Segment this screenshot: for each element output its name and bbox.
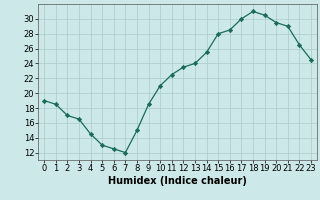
X-axis label: Humidex (Indice chaleur): Humidex (Indice chaleur) <box>108 176 247 186</box>
